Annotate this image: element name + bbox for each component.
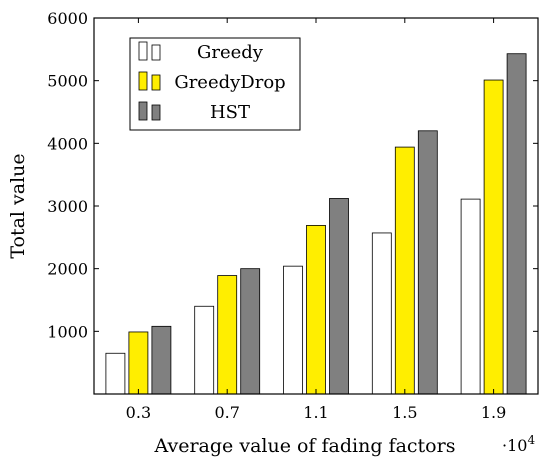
x-tick-label: 0.7: [214, 403, 239, 422]
legend-swatch-greedy: [138, 41, 148, 61]
bar-hst-0.3: [151, 325, 172, 395]
legend: Greedy GreedyDrop HST: [129, 37, 301, 131]
y-tick-label: 2000: [47, 260, 88, 279]
bars-group: [105, 53, 527, 395]
legend-swatch-small-greedy: [151, 44, 161, 61]
x-axis-label: Average value of fading factors: [154, 435, 456, 457]
bar-greedydrop-1.9: [483, 79, 504, 395]
x-axis-multiplier: ·104: [502, 433, 535, 455]
x-tick-label: 1.1: [303, 403, 328, 422]
bar-hst-1.1: [329, 198, 349, 395]
y-tick-label: 4000: [47, 134, 88, 153]
bar-hst-0.7: [240, 268, 261, 395]
x-axis: 0.3 0.7 1.1 1.5 1.9: [126, 18, 506, 422]
legend-label-greedy: Greedy: [197, 42, 264, 63]
legend-swatch-small-greedydrop: [151, 74, 161, 91]
bar-greedy-1.5: [371, 232, 392, 395]
x-tick-label: 1.5: [392, 403, 417, 422]
y-tick-label: 1000: [47, 322, 88, 341]
bar-hst-1.9: [506, 53, 527, 395]
bar-greedydrop-0.7: [217, 275, 238, 395]
legend-label-greedydrop: GreedyDrop: [174, 72, 285, 93]
bar-greedy-1.1: [283, 265, 303, 395]
y-tick-label: 5000: [47, 72, 88, 91]
legend-swatch-small-hst: [151, 104, 161, 121]
y-axis-label: Total value: [7, 153, 29, 258]
legend-label-hst: HST: [210, 102, 250, 123]
y-axis: 1000 2000 3000 4000 5000 6000: [47, 9, 538, 341]
y-tick-label: 6000: [47, 9, 88, 28]
bar-greedydrop-1.5: [394, 146, 415, 395]
bar-greedy-0.7: [194, 305, 215, 395]
x-tick-label: 0.3: [126, 403, 151, 422]
bar-greedydrop-0.3: [128, 331, 149, 395]
bar-greedy-1.9: [460, 198, 481, 395]
legend-swatch-greedydrop: [138, 71, 148, 91]
bar-greedy-0.3: [105, 352, 126, 395]
bar-hst-1.5: [417, 130, 438, 395]
bar-greedydrop-1.1: [306, 225, 326, 395]
legend-swatch-hst: [138, 101, 148, 121]
y-tick-label: 3000: [47, 197, 88, 216]
x-tick-label: 1.9: [481, 403, 506, 422]
